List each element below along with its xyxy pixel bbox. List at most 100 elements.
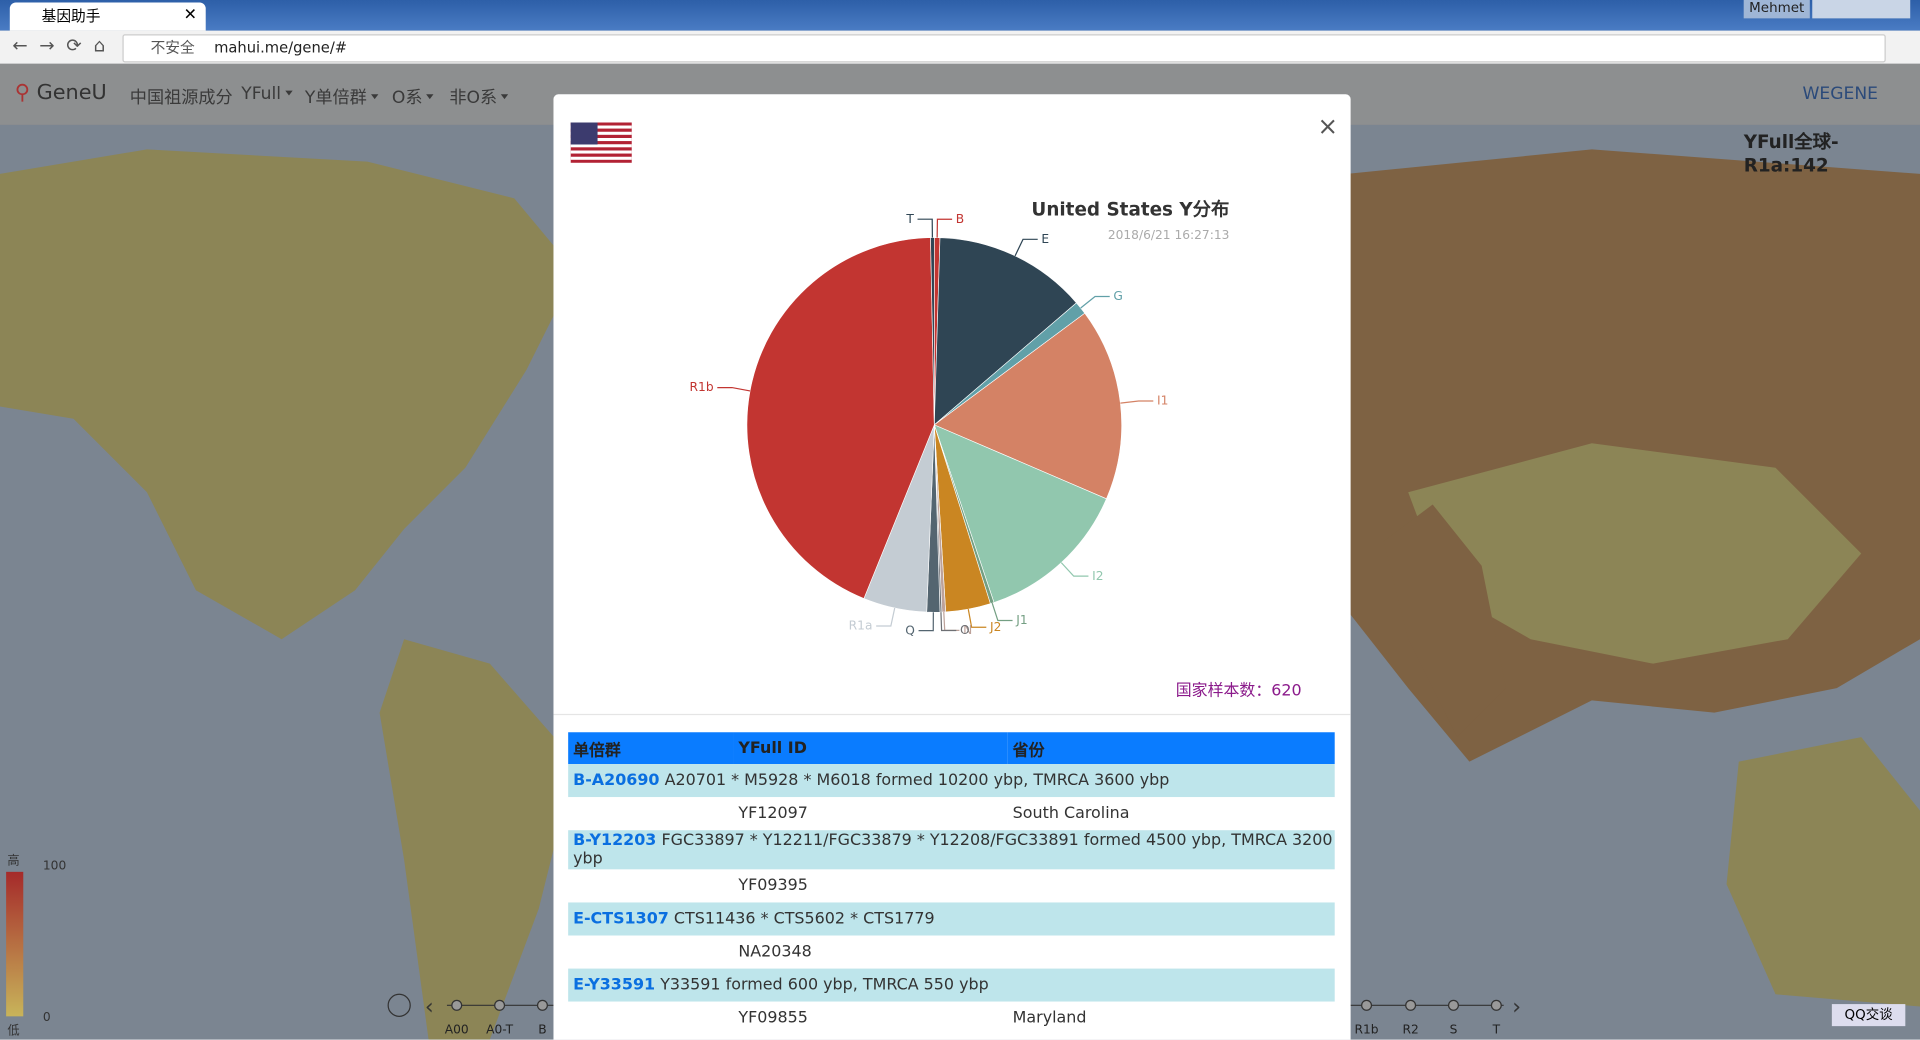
label-line: [1080, 295, 1110, 309]
empty-cell: [1008, 869, 1335, 902]
empty-cell: [568, 869, 733, 902]
slice-label: I1: [1157, 394, 1168, 408]
group-cell: E-CTS1307 CTS11436 * CTS5602 * CTS1779: [568, 902, 1335, 935]
slice-label: I2: [1092, 569, 1103, 583]
nav-item[interactable]: YFull: [241, 84, 292, 104]
flag: [570, 122, 632, 163]
group-row: E-Y33591 Y33591 formed 600 ybp, TMRCA 55…: [568, 968, 1335, 1002]
prev-button[interactable]: ‹: [425, 995, 434, 1020]
timeline-label: S: [1450, 1022, 1458, 1036]
timeline-node[interactable]: [536, 999, 548, 1011]
table-header: 单倍群 YFull ID 省份: [568, 732, 1335, 765]
partner[interactable]: WEGENE: [1802, 84, 1879, 105]
nav-buttons[interactable]: ← → ⟳ ⌂: [12, 34, 106, 57]
visual-map-max: 100: [42, 859, 67, 874]
timeline-node[interactable]: [1447, 999, 1459, 1011]
timeline-label: A0-T: [486, 1022, 513, 1036]
empty-cell: [1008, 936, 1335, 969]
close-button[interactable]: ×: [1317, 111, 1339, 141]
visual-map-high: 高: [7, 854, 20, 869]
sample-row: YF09395: [568, 869, 1335, 903]
nav-item[interactable]: 非O系: [449, 84, 508, 108]
group-desc: A20701 * M5928 * M6018 formed 10200 ybp,…: [664, 771, 1170, 790]
qq-chat[interactable]: QQ交谈: [1831, 1004, 1906, 1027]
sample-row: YF09855 Maryland: [568, 1001, 1335, 1035]
province: South Carolina: [1012, 804, 1130, 823]
nav-item[interactable]: O系: [392, 84, 434, 108]
visual-map-low: 低: [7, 1024, 20, 1039]
empty-cell: [568, 1002, 733, 1035]
sample-id: NA20348: [738, 942, 812, 962]
label-line: [943, 611, 960, 631]
timeline-node[interactable]: [451, 999, 463, 1011]
url: mahui.me/gene/#: [214, 39, 348, 57]
tab-close[interactable]: ✕: [183, 6, 198, 25]
play-button[interactable]: [387, 993, 411, 1017]
timeline-label: A00: [445, 1022, 469, 1036]
timeline-label: T: [1492, 1022, 1501, 1036]
timeline-node[interactable]: [1490, 999, 1502, 1011]
user-badge: Mehmet: [1743, 0, 1810, 19]
tab[interactable]: 基因助手: [9, 2, 206, 31]
pie-chart: United States Y分布 2018/6/21 16:27:13 B E G I1…: [690, 199, 1230, 638]
label-line: [717, 386, 751, 392]
label-line: [1014, 238, 1038, 257]
visual-map-bar[interactable]: [6, 871, 24, 1017]
label-line: [876, 607, 896, 627]
group-row: B-Y12203 FGC33897 * Y12211/FGC33879 * Y1…: [568, 830, 1335, 870]
haplogroup-table: 单倍群 YFull ID 省份 B-A20690 A20701 * M5928 * M…: [568, 732, 1335, 1040]
timeline-node[interactable]: [1405, 999, 1417, 1011]
header-cell: 省份: [1012, 741, 1045, 760]
chart-title: United States Y分布: [1031, 199, 1229, 221]
header-cell: YFull ID: [738, 738, 807, 758]
brand[interactable]: ⚲ GeneU: [14, 80, 107, 106]
label-line: [918, 612, 934, 632]
group-desc: Y33591 formed 600 ybp, TMRCA 550 ybp: [660, 975, 989, 995]
url-box[interactable]: 不安全 mahui.me/gene/#: [122, 34, 1886, 63]
pie-slice: [933, 237, 1077, 426]
tab-bar: 基因助手 ✕ Mehmet: [0, 0, 1920, 31]
timeline: ‹ › A00 A0-T B R1b R2 S T: [387, 993, 1521, 1036]
pie-slice: [746, 237, 935, 599]
slice-label: Q: [905, 623, 915, 637]
label-line: [1060, 562, 1089, 577]
slice-label: E: [1041, 232, 1049, 246]
group-cell: B-A20690 A20701 * M5928 * M6018 formed 1…: [568, 764, 1335, 797]
group-link[interactable]: B-Y12203: [573, 831, 657, 850]
sample-id: YF09855: [738, 1008, 808, 1028]
slice-label: T: [905, 212, 914, 226]
nav-item[interactable]: 中国祖源成分: [129, 88, 233, 108]
slice-label: J1: [1015, 613, 1027, 627]
timeline-node[interactable]: [1361, 999, 1373, 1011]
next-button[interactable]: ›: [1512, 995, 1521, 1020]
group-cell: B-Y12203 FGC33897 * Y12211/FGC33879 * Y1…: [568, 830, 1335, 869]
label-line: [940, 612, 957, 632]
visual-map-min: 0: [42, 1011, 51, 1025]
timeline-node[interactable]: [494, 999, 506, 1011]
label-line: [967, 609, 987, 628]
label-line: [936, 218, 953, 238]
slice-label: J2: [989, 620, 1001, 634]
timeline-label: B: [538, 1022, 546, 1036]
sample-id: YF12097: [738, 804, 808, 823]
timeline-label: R2: [1402, 1022, 1418, 1036]
chart-subtitle: 2018/6/21 16:27:13: [1108, 228, 1230, 242]
timeline-label: R1b: [1355, 1022, 1379, 1036]
group-link[interactable]: E-Y33591: [573, 975, 656, 995]
group-cell: E-Y33591 Y33591 formed 600 ybp, TMRCA 55…: [568, 969, 1335, 1002]
nav-item[interactable]: Y单倍群: [305, 84, 378, 108]
brand-text: GeneU: [36, 80, 107, 106]
map-title: YFull全球-R1a:142: [1743, 131, 1839, 177]
header-cell: 单倍群: [573, 741, 621, 760]
group-link[interactable]: B-A20690: [573, 771, 660, 790]
slice-label: N: [963, 623, 972, 637]
slice-label: G: [1113, 289, 1122, 303]
address-bar: ← → ⟳ ⌂ 不安全 mahui.me/gene/#: [0, 30, 1920, 65]
label-line: [917, 218, 934, 238]
group-row: B-A20690 A20701 * M5928 * M6018 formed 1…: [568, 764, 1335, 798]
group-link[interactable]: E-CTS1307: [573, 909, 669, 929]
group-row: E-CTS1307 CTS11436 * CTS5602 * CTS1779: [568, 902, 1335, 936]
window-controls[interactable]: [1812, 0, 1911, 19]
slice-label: B: [956, 212, 964, 226]
